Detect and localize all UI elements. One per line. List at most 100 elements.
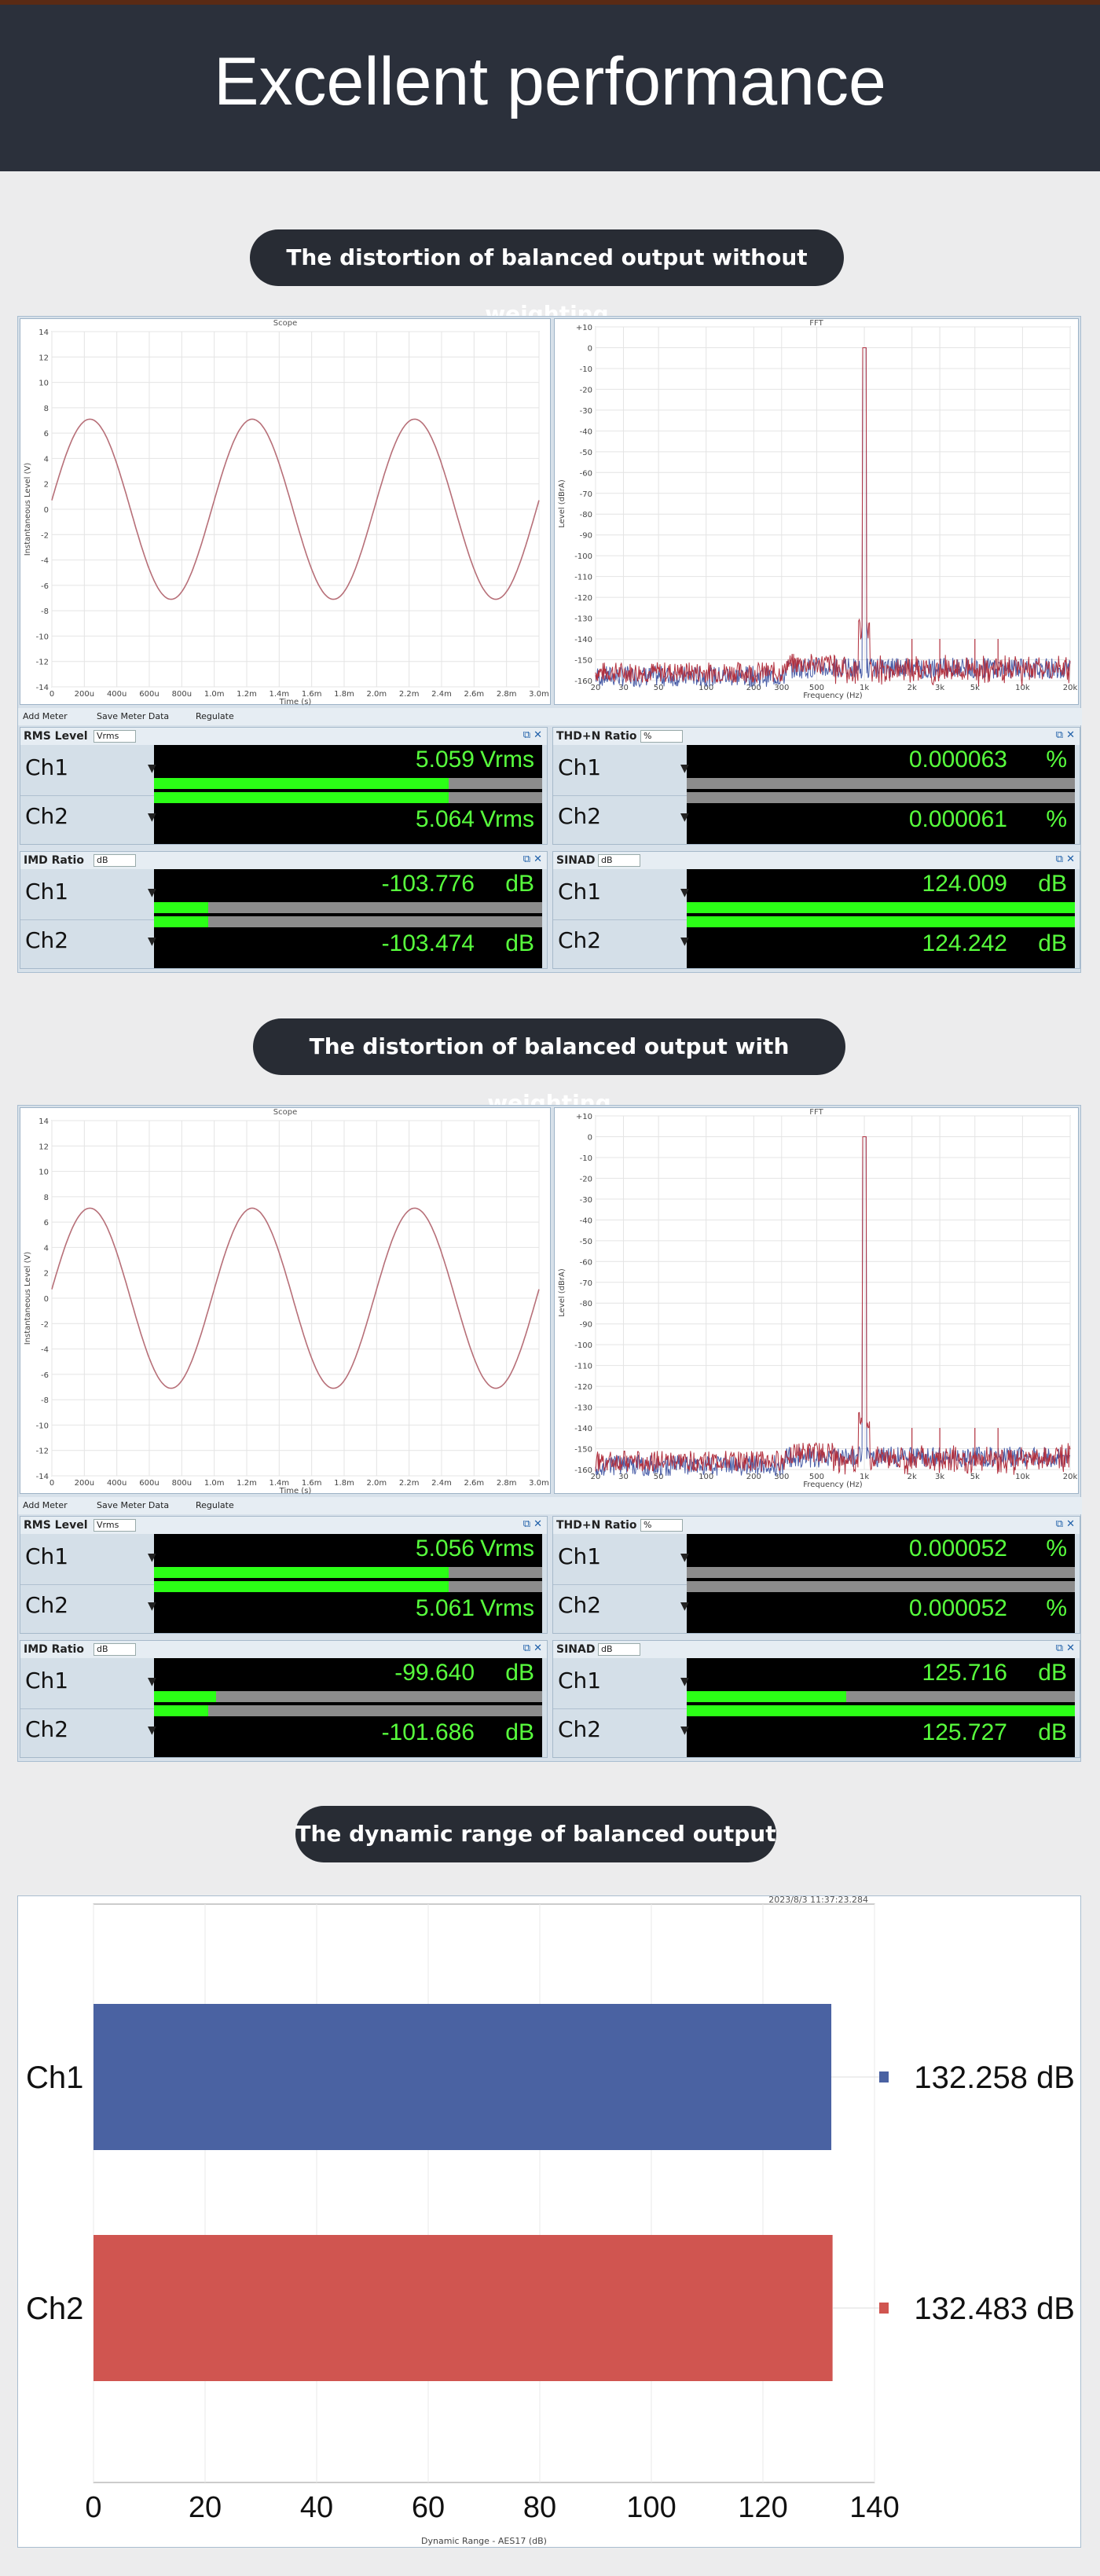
- fft-tick-y: -70: [580, 1279, 592, 1288]
- scope-tick-y: 6: [44, 1219, 49, 1227]
- meter-value: 0.000063: [908, 747, 1007, 772]
- meter-panel: THD+N Ratio% ⧉ ✕ 0.000063% 0.000061% Ch1 ▼ Ch2…: [552, 727, 1080, 845]
- channel-dropdown-icon[interactable]: ▼: [680, 1724, 689, 1737]
- meter-window-controls[interactable]: ⧉ ✕: [522, 853, 542, 865]
- regulate-button[interactable]: Regulate: [196, 1500, 234, 1510]
- meter-value: -99.640: [394, 1660, 475, 1686]
- meter-panel: SINAD dB ⧉ ✕ 125.716 dB 125.727 dB Ch1 ▼ Ch2 ▼: [552, 1640, 1080, 1758]
- channel-dropdown-icon[interactable]: ▼: [148, 811, 156, 824]
- meter-value: 125.727: [922, 1719, 1007, 1745]
- level-bar: [154, 1705, 542, 1716]
- scope-tick-y: -14: [36, 684, 49, 692]
- meter-window-controls[interactable]: ⧉ ✕: [1055, 853, 1075, 865]
- scope-tick-x: 1.8m: [334, 690, 354, 699]
- channel-dropdown-icon[interactable]: ▼: [148, 1724, 156, 1737]
- fft-tick-x: 1k: [860, 1473, 869, 1481]
- meter-window-controls[interactable]: ⧉ ✕: [522, 1642, 542, 1654]
- section-pill: The distortion of balanced output with w…: [253, 1018, 845, 1116]
- channel-dropdown-icon[interactable]: ▼: [148, 762, 156, 775]
- scope-tick-y: -10: [36, 1422, 49, 1430]
- channel-label: Ch1: [558, 1668, 602, 1693]
- scope-tick-x: 0: [50, 1479, 54, 1488]
- scope-tick-y: 14: [38, 1117, 49, 1126]
- channel-dropdown-icon[interactable]: ▼: [148, 1675, 156, 1688]
- meter-readout: 0.000052% 0.000052%: [687, 1534, 1075, 1633]
- channel-label: Ch2: [558, 1592, 602, 1618]
- meter-unit-select[interactable]: dB: [94, 1643, 136, 1656]
- save-meter-data-button[interactable]: Save Meter Data: [97, 711, 170, 721]
- meter-readout: 5.056 Vrms 5.061 Vrms: [154, 1534, 542, 1633]
- meter-unit-select[interactable]: Vrms: [94, 1519, 136, 1532]
- fft-svg: +10 0 -10 -20 -30 -40 -50 -60 -70 -80 -90 -100 -110 -…: [558, 1113, 1077, 1489]
- fft-area: [595, 326, 1071, 681]
- meter-unit-select[interactable]: dB: [94, 854, 136, 867]
- meter-header: RMS Level Vrms ⧉ ✕: [20, 1517, 547, 1534]
- level-bar: [154, 902, 542, 913]
- scope-tick-x: 1.0m: [204, 1479, 225, 1488]
- dr-bar-ch2: [94, 2235, 833, 2381]
- meter-window-controls[interactable]: ⧉ ✕: [522, 729, 542, 741]
- channel-dropdown-icon[interactable]: ▼: [148, 1551, 156, 1564]
- meter-window-controls[interactable]: ⧉ ✕: [1055, 1518, 1075, 1530]
- scope-tick-y: -14: [36, 1473, 49, 1481]
- channel-dropdown-icon[interactable]: ▼: [680, 1675, 689, 1688]
- add-meter-button[interactable]: Add Meter: [23, 711, 68, 721]
- meter-header: SINAD dB ⧉ ✕: [553, 1641, 1080, 1658]
- meter-unit-select[interactable]: dB: [598, 1643, 640, 1656]
- scope-tick-x: 2.2m: [399, 1479, 420, 1488]
- scope-tick-y: 8: [44, 405, 49, 413]
- channel-dropdown-icon[interactable]: ▼: [680, 1551, 689, 1564]
- scope-tick-y: -12: [36, 659, 49, 667]
- meter-readout: 0.000063% 0.000061%: [687, 745, 1075, 844]
- scope-tick-x: 2.8m: [497, 690, 517, 699]
- channel-dropdown-icon[interactable]: ▼: [680, 935, 689, 948]
- scope-tick-x: 400u: [107, 1479, 126, 1488]
- fft-tick-y: -110: [574, 1363, 592, 1371]
- channel-dropdown-icon[interactable]: ▼: [680, 886, 689, 899]
- meter-value: 0.000061: [908, 806, 1007, 832]
- meter-header: THD+N Ratio% ⧉ ✕: [553, 1517, 1080, 1534]
- add-meter-button[interactable]: Add Meter: [23, 1500, 68, 1510]
- regulate-button[interactable]: Regulate: [196, 711, 234, 721]
- fft-tick-y: -150: [574, 1446, 592, 1455]
- channel-dropdown-icon[interactable]: ▼: [148, 886, 156, 899]
- level-bar-fill: [687, 1705, 1075, 1716]
- level-bar-fill: [154, 1581, 449, 1592]
- channel-dropdown-icon[interactable]: ▼: [680, 811, 689, 824]
- channel-dropdown-icon[interactable]: ▼: [680, 762, 689, 775]
- channel-dropdown-icon[interactable]: ▼: [148, 1600, 156, 1613]
- level-bar: [687, 778, 1075, 789]
- scope-tick-y: 14: [38, 328, 49, 337]
- level-bar-fill: [154, 1705, 209, 1716]
- channel-label: Ch2: [25, 803, 69, 829]
- channel-label: Ch2: [25, 927, 69, 953]
- fft-tick-y: -20: [580, 1175, 592, 1183]
- meter-unit-select[interactable]: Vrms: [94, 730, 136, 743]
- dynamic-range-svg: 2023/8/3 11:37:23.284 0 20 40 60 80 100 120 140 D…: [26, 1896, 1075, 2546]
- meter-window-controls[interactable]: ⧉ ✕: [1055, 1642, 1075, 1654]
- scope-tick-y: -4: [41, 557, 49, 566]
- fft-tick-x: 3k: [935, 684, 944, 692]
- dr-tick-x: 0: [85, 2491, 101, 2524]
- meter-unit-select[interactable]: %: [640, 730, 683, 743]
- scope-tick-y: -8: [41, 1396, 49, 1405]
- scope-tick-x: 2.0m: [367, 1479, 387, 1488]
- meter-name: IMD Ratio: [24, 854, 84, 867]
- dr-timestamp: 2023/8/3 11:37:23.284: [768, 1896, 868, 1905]
- channel-dropdown-icon[interactable]: ▼: [680, 1600, 689, 1613]
- scope-tick-x: 3.0m: [529, 690, 549, 699]
- meter-window-controls[interactable]: ⧉ ✕: [522, 1518, 542, 1530]
- meter-value-unit: Vrms: [480, 1595, 534, 1621]
- scope-tick-x: 2.6m: [464, 1479, 485, 1488]
- channel-dropdown-icon[interactable]: ▼: [148, 935, 156, 948]
- scope-tick-y: 2: [44, 481, 49, 490]
- save-meter-data-button[interactable]: Save Meter Data: [97, 1500, 170, 1510]
- meter-window-controls[interactable]: ⧉ ✕: [1055, 729, 1075, 741]
- meter-unit-select[interactable]: dB: [598, 854, 640, 867]
- scope-tick-y: 12: [38, 354, 49, 362]
- fft-tick-y: -50: [580, 1238, 592, 1246]
- meter-unit-select[interactable]: %: [640, 1519, 683, 1532]
- channel-label: Ch1: [25, 1668, 69, 1693]
- fft-tick-x: 200: [746, 1473, 761, 1481]
- level-bar: [687, 916, 1075, 927]
